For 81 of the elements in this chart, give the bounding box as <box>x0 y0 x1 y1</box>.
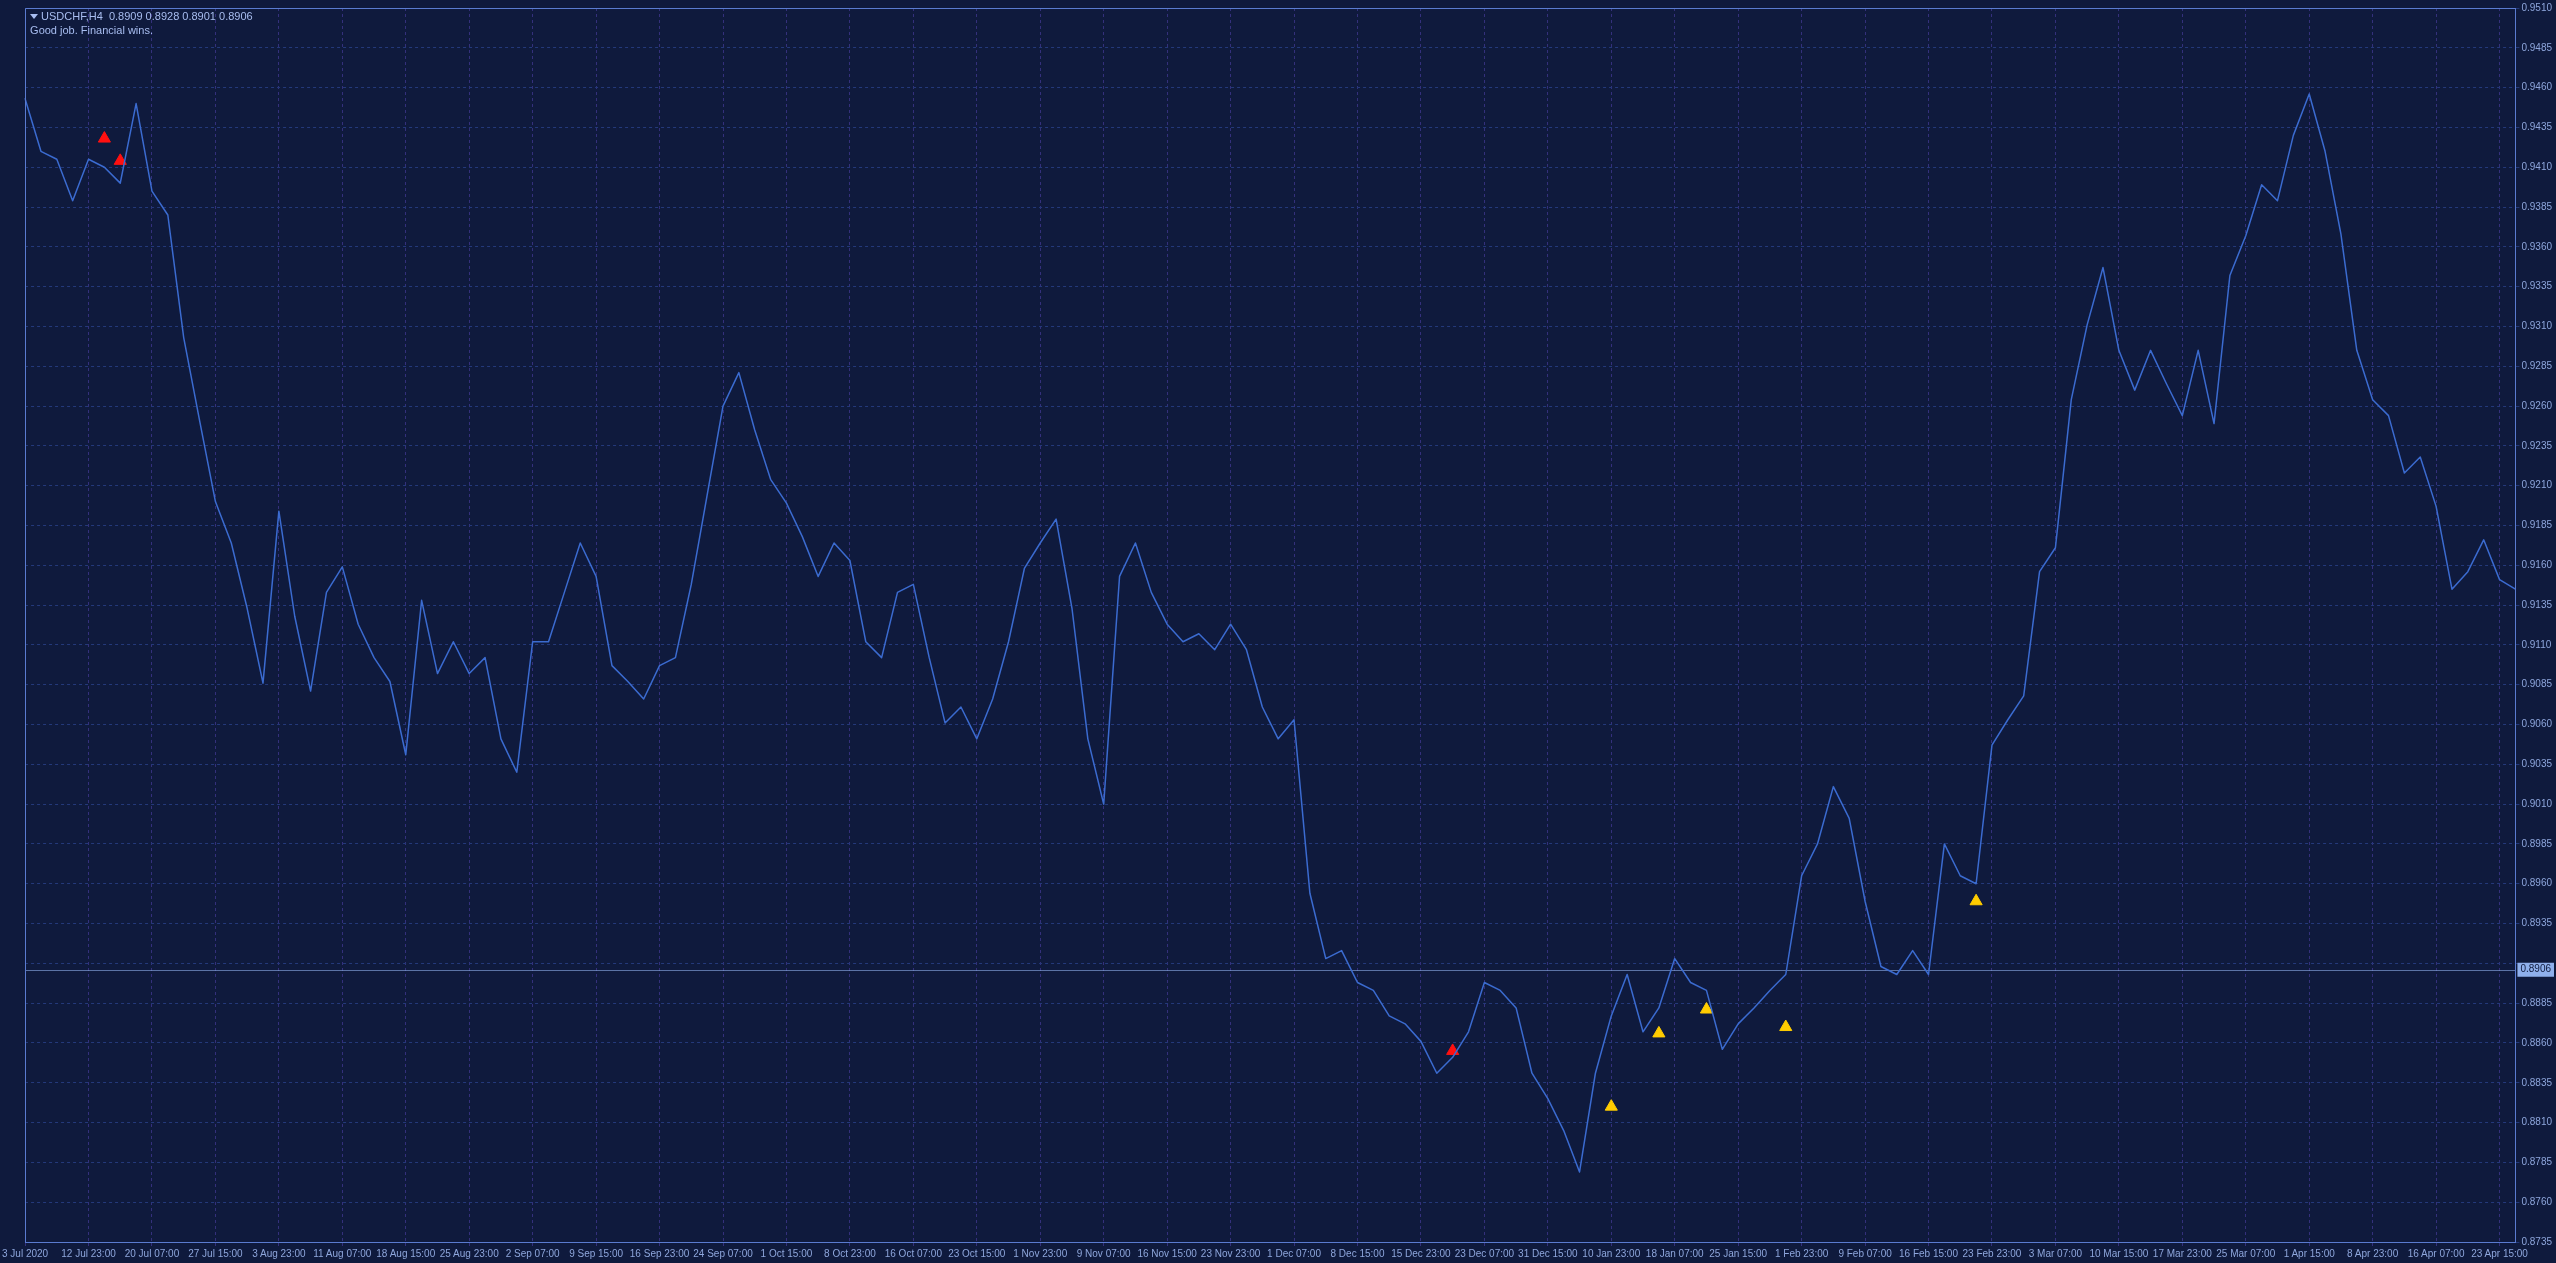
x-tick-label: 8 Dec 15:00 <box>1330 1247 1385 1259</box>
x-tick-label: 1 Apr 15:00 <box>2283 1247 2336 1259</box>
point <box>1604 1099 1618 1111</box>
x-tick-label: 10 Jan 23:00 <box>1582 1247 1641 1259</box>
x-tick-label: 15 Dec 23:00 <box>1391 1247 1452 1259</box>
x-tick-label: 16 Oct 07:00 <box>884 1247 943 1259</box>
y-tick-label: 0.9160 <box>2521 559 2553 571</box>
x-tick-label: 25 Mar 07:00 <box>2216 1247 2276 1259</box>
x-tick-label: 23 Oct 15:00 <box>948 1247 1006 1259</box>
y-tick-label: 0.9485 <box>2521 41 2553 53</box>
x-tick-label: 1 Dec 07:00 <box>1267 1247 1322 1259</box>
y-tick-label: 0.9385 <box>2521 200 2553 212</box>
y-tick-label: 0.8835 <box>2521 1076 2553 1088</box>
x-tick-label: 3 Aug 23:00 <box>252 1247 306 1259</box>
y-tick-label: 0.9035 <box>2521 758 2553 770</box>
x-tick-label: 17 Mar 23:00 <box>2152 1247 2213 1259</box>
ref-line-label: 0.8906 <box>2520 963 2552 975</box>
x-tick-label: 1 Oct 15:00 <box>760 1247 813 1259</box>
x-tick-label: 8 Apr 23:00 <box>2347 1247 2399 1259</box>
x-tick-label: 18 Jan 07:00 <box>1645 1247 1705 1259</box>
y-tick-label: 0.8935 <box>2521 917 2553 929</box>
x-tick-label: 25 Jan 15:00 <box>1709 1247 1768 1259</box>
x-tick-label: 11 Aug 07:00 <box>313 1247 372 1259</box>
point <box>1652 1025 1666 1038</box>
x-tick-label: 23 Feb 23:00 <box>1962 1247 2022 1259</box>
y-tick-label: 0.8735 <box>2521 1235 2553 1247</box>
y-tick-label: 0.8785 <box>2521 1156 2553 1168</box>
x-tick-label: 16 Sep 23:00 <box>629 1247 690 1259</box>
y-tick-label: 0.9335 <box>2521 280 2553 292</box>
x-tick-label: 9 Sep 15:00 <box>569 1247 624 1259</box>
y-tick-label: 0.9435 <box>2521 121 2553 133</box>
x-tick-label: 31 Dec 15:00 <box>1518 1247 1579 1259</box>
x-tick-label: 1 Feb 23:00 <box>1774 1247 1829 1259</box>
x-tick-label: 16 Feb 15:00 <box>1899 1247 1959 1259</box>
y-tick-label: 0.9010 <box>2521 797 2553 809</box>
y-tick-label: 0.9110 <box>2521 638 2552 650</box>
chart-title: USDCHF,H4 0.8909 0.8928 0.8901 0.8906 <box>41 9 253 22</box>
y-tick-label: 0.9410 <box>2521 160 2553 172</box>
y-tick-label: 0.9285 <box>2521 360 2553 372</box>
x-tick-label: 23 Dec 07:00 <box>1454 1247 1515 1259</box>
y-tick-label: 0.9235 <box>2521 439 2553 451</box>
y-tick-label: 0.8860 <box>2521 1036 2553 1048</box>
y-tick-label: 0.9085 <box>2521 678 2553 690</box>
x-tick-label: 3 Mar 07:00 <box>2028 1247 2083 1259</box>
y-tick-label: 0.9185 <box>2521 519 2553 531</box>
point <box>113 153 127 165</box>
x-tick-label: 23 Apr 15:00 <box>2471 1247 2529 1259</box>
x-tick-label: 12 Jul 23:00 <box>61 1247 117 1259</box>
y-tick-label: 0.8960 <box>2521 877 2553 889</box>
y-tick-label: 0.8985 <box>2521 837 2553 849</box>
x-tick-label: 9 Nov 07:00 <box>1076 1247 1132 1259</box>
x-tick-label: 27 Jul 15:00 <box>188 1247 244 1259</box>
x-tick-label: 18 Aug 15:00 <box>376 1247 436 1259</box>
x-tick-label: 24 Sep 07:00 <box>693 1247 754 1259</box>
x-tick-label: 20 Jul 07:00 <box>124 1247 180 1259</box>
x-tick-label: 9 Feb 07:00 <box>1838 1247 1893 1259</box>
x-tick-label: 16 Nov 15:00 <box>1137 1247 1198 1259</box>
y-tick-label: 0.8885 <box>2521 996 2553 1008</box>
x-tick-label: 2 Sep 07:00 <box>505 1247 561 1259</box>
x-tick-label: 10 Mar 15:00 <box>2089 1247 2149 1259</box>
x-tick-label: 8 Oct 23:00 <box>824 1247 877 1259</box>
y-tick-label: 0.9210 <box>2521 479 2553 491</box>
y-tick-label: 0.9260 <box>2521 399 2553 411</box>
point <box>97 131 111 143</box>
y-tick-label: 0.9510 <box>2521 1 2553 13</box>
point <box>1779 1019 1793 1032</box>
y-tick-label: 0.8810 <box>2521 1116 2553 1128</box>
y-tick-label: 0.9460 <box>2521 81 2553 93</box>
text: Good job. Financial wins. <box>30 23 153 36</box>
x-tick-label: 25 Aug 23:00 <box>439 1247 500 1259</box>
x-tick-label: 1 Nov 23:00 <box>1013 1247 1068 1259</box>
y-tick-label: 0.9360 <box>2521 240 2553 252</box>
x-tick-label: 3 Jul 2020 <box>2 1247 49 1259</box>
y-tick-label: 0.9310 <box>2521 320 2553 332</box>
point <box>1699 1002 1714 1014</box>
y-tick-label: 0.9135 <box>2521 598 2553 610</box>
point <box>1969 893 1983 906</box>
y-tick-label: 0.8760 <box>2521 1195 2553 1207</box>
x-tick-label: 23 Nov 23:00 <box>1200 1247 1261 1259</box>
y-tick-label: 0.9060 <box>2521 718 2553 730</box>
x-tick-label: 16 Apr 07:00 <box>2407 1247 2465 1259</box>
